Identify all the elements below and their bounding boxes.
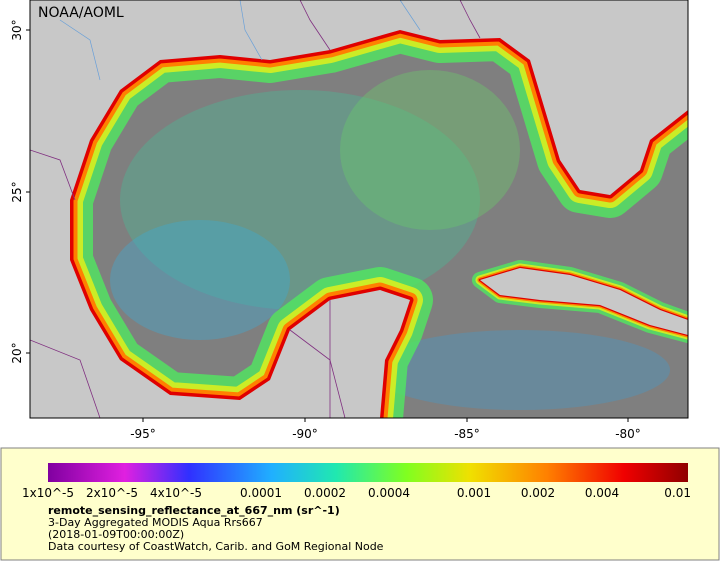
- land: [30, 0, 688, 418]
- colorbar-label: 2x10^-5: [86, 486, 138, 500]
- lat-label: 20°: [10, 342, 24, 363]
- credit: Data courtesy of CoastWatch, Carib. and …: [48, 540, 384, 553]
- source-label: NOAA/AOML: [38, 5, 124, 21]
- description: 3-Day Aggregated MODIS Aqua Rrs667: [48, 516, 263, 529]
- lon-label: -90°: [292, 427, 318, 441]
- colorbar-label: 1x10^-5: [22, 486, 74, 500]
- colorbar-label: 4x10^-5: [150, 486, 202, 500]
- colorbar-label: 0.0004: [368, 486, 410, 500]
- time: (2018-01-09T00:00:00Z): [48, 528, 184, 541]
- colorbar-label: 0.0002: [304, 486, 346, 500]
- lat-axis: 30° 25° 20°: [10, 19, 30, 364]
- borders: [30, 0, 481, 418]
- map-area: [30, 0, 688, 418]
- lon-label: -95°: [130, 427, 156, 441]
- lon-axis: -95° -90° -85° -80°: [130, 418, 641, 441]
- land: [480, 268, 688, 335]
- colorbar-label: 0.004: [585, 486, 619, 500]
- colorbar-label: 0.001: [457, 486, 491, 500]
- reflectance-field: [110, 70, 670, 410]
- colorbar-labels: 1x10^-5 2x10^-5 4x10^-5 0.0001 0.0002 0.0004 0…: [22, 486, 691, 500]
- rivers: [59, 0, 421, 81]
- lat-label: 25°: [10, 181, 24, 202]
- variable-name: remote_sensing_reflectance_at_667_nm (sr…: [48, 504, 340, 517]
- lon-label: -85°: [454, 427, 480, 441]
- colorbar: [48, 463, 688, 482]
- colorbar-label: 0.002: [521, 486, 555, 500]
- lon-label: -80°: [615, 427, 641, 441]
- colorbar-label: 0.01: [664, 486, 691, 500]
- map-frame: [29, 0, 689, 419]
- colorbar-label: 0.0001: [240, 486, 282, 500]
- lat-label: 30°: [10, 19, 24, 40]
